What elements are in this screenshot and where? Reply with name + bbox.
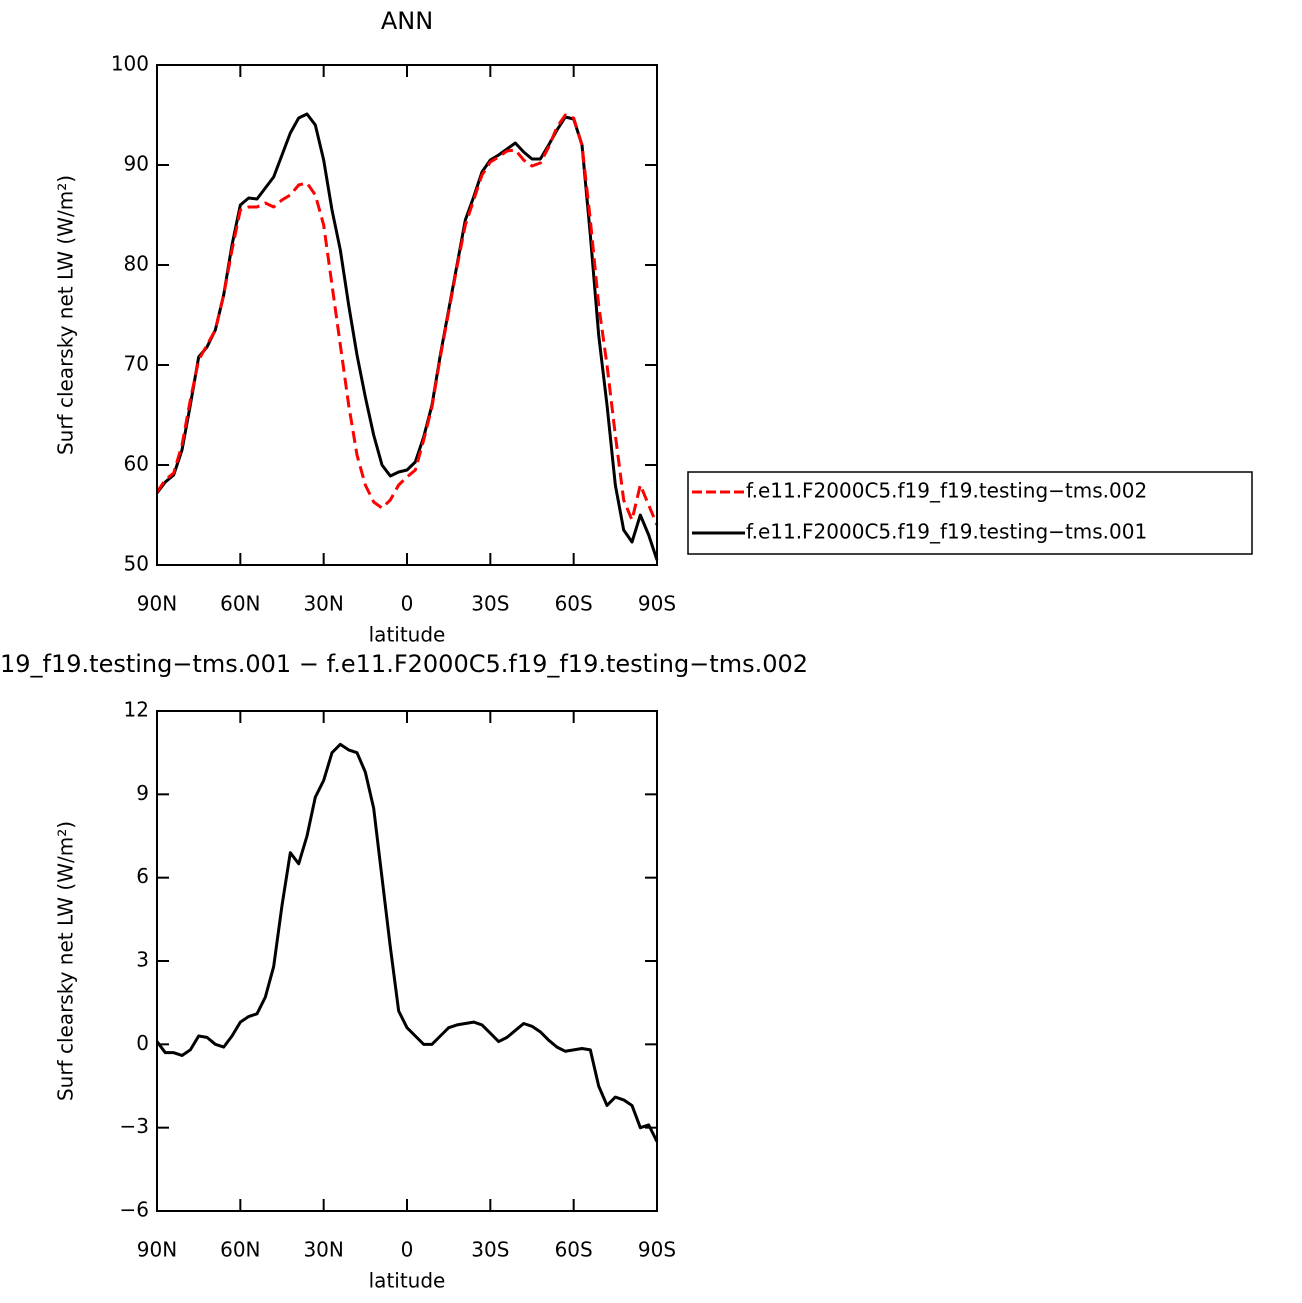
y-axis-label: Surf clearsky net LW (W/m²)	[54, 175, 78, 455]
x-tick-label: 0	[401, 592, 414, 616]
plot-frame	[156, 710, 658, 1212]
data-line	[155, 112, 659, 561]
x-tick-label: 60S	[555, 592, 593, 616]
y-axis-label: Surf clearsky net LW (W/m²)	[54, 821, 78, 1101]
x-tick-label: 30N	[303, 1238, 343, 1262]
x-tick-label: 90N	[137, 1238, 177, 1262]
plot-frame	[156, 64, 658, 566]
legend-label: f.e11.F2000C5.f19_f19.testing−tms.001	[746, 520, 1147, 544]
y-tick-label: 60	[124, 452, 149, 476]
x-tick-label: 90S	[638, 1238, 676, 1262]
x-tick-label: 60S	[555, 1238, 593, 1262]
x-tick-label: 90S	[638, 592, 676, 616]
y-tick-label: 70	[124, 352, 149, 376]
x-axis-label: latitude	[369, 1269, 446, 1293]
x-tick-label: 0	[401, 1238, 414, 1262]
y-tick-label: −3	[120, 1114, 149, 1138]
x-tick-label: 30N	[303, 592, 343, 616]
x-tick-label: 90N	[137, 592, 177, 616]
x-tick-label: 60N	[220, 1238, 260, 1262]
legend-label: f.e11.F2000C5.f19_f19.testing−tms.002	[746, 479, 1147, 503]
y-tick-label: 12	[124, 698, 149, 722]
y-tick-label: 9	[136, 781, 149, 805]
y-tick-label: −6	[120, 1198, 149, 1222]
x-tick-label: 30S	[471, 1238, 509, 1262]
data-line	[155, 742, 659, 1143]
chart-title: 19_f19.testing−tms.001 − f.e11.F2000C5.f…	[0, 650, 808, 678]
y-tick-label: 3	[136, 948, 149, 972]
chart-title: ANN	[381, 7, 433, 35]
y-tick-label: 90	[124, 152, 149, 176]
data-line	[155, 113, 659, 526]
y-tick-label: 6	[136, 864, 149, 888]
y-tick-label: 50	[124, 552, 149, 576]
y-tick-label: 0	[136, 1031, 149, 1055]
x-tick-label: 60N	[220, 592, 260, 616]
y-tick-label: 100	[111, 52, 149, 76]
y-tick-label: 80	[124, 252, 149, 276]
x-axis-label: latitude	[369, 623, 446, 647]
x-tick-label: 30S	[471, 592, 509, 616]
legend-box	[687, 471, 1253, 555]
